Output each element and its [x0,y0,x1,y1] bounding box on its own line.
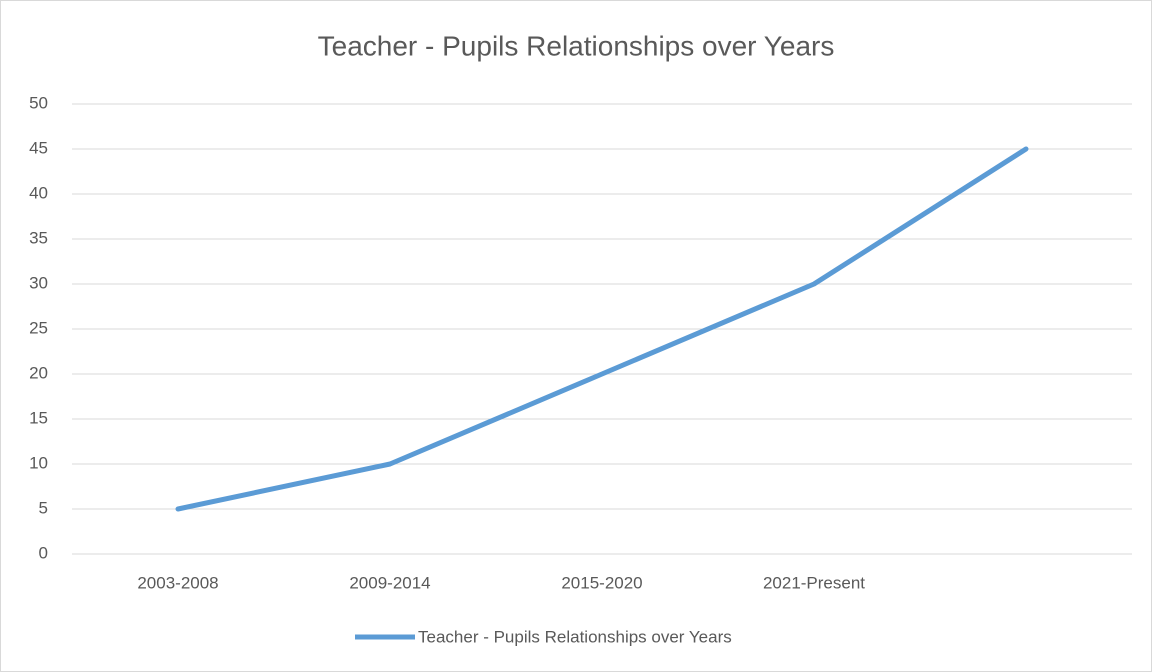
y-tick-label: 45 [29,138,48,157]
series-line [175,146,1029,512]
y-tick-label: 15 [29,408,48,427]
y-tick-label: 25 [29,318,48,337]
y-tick-label: 50 [29,93,48,112]
x-tick-label: 2021-Present [763,573,865,592]
x-tick-label: 2003-2008 [137,573,218,592]
y-tick-label: 10 [29,453,48,472]
y-tick-label: 35 [29,228,48,247]
chart-title: Teacher - Pupils Relationships over Year… [318,30,835,61]
x-tick-label: 2009-2014 [349,573,430,592]
y-tick-label: 30 [29,273,48,292]
y-tick-label: 0 [39,543,48,562]
x-tick-label: 2015-2020 [561,573,642,592]
y-tick-label: 40 [29,183,48,202]
y-tick-label: 5 [39,498,48,517]
y-tick-label: 20 [29,363,48,382]
legend-label: Teacher - Pupils Relationships over Year… [418,627,732,646]
